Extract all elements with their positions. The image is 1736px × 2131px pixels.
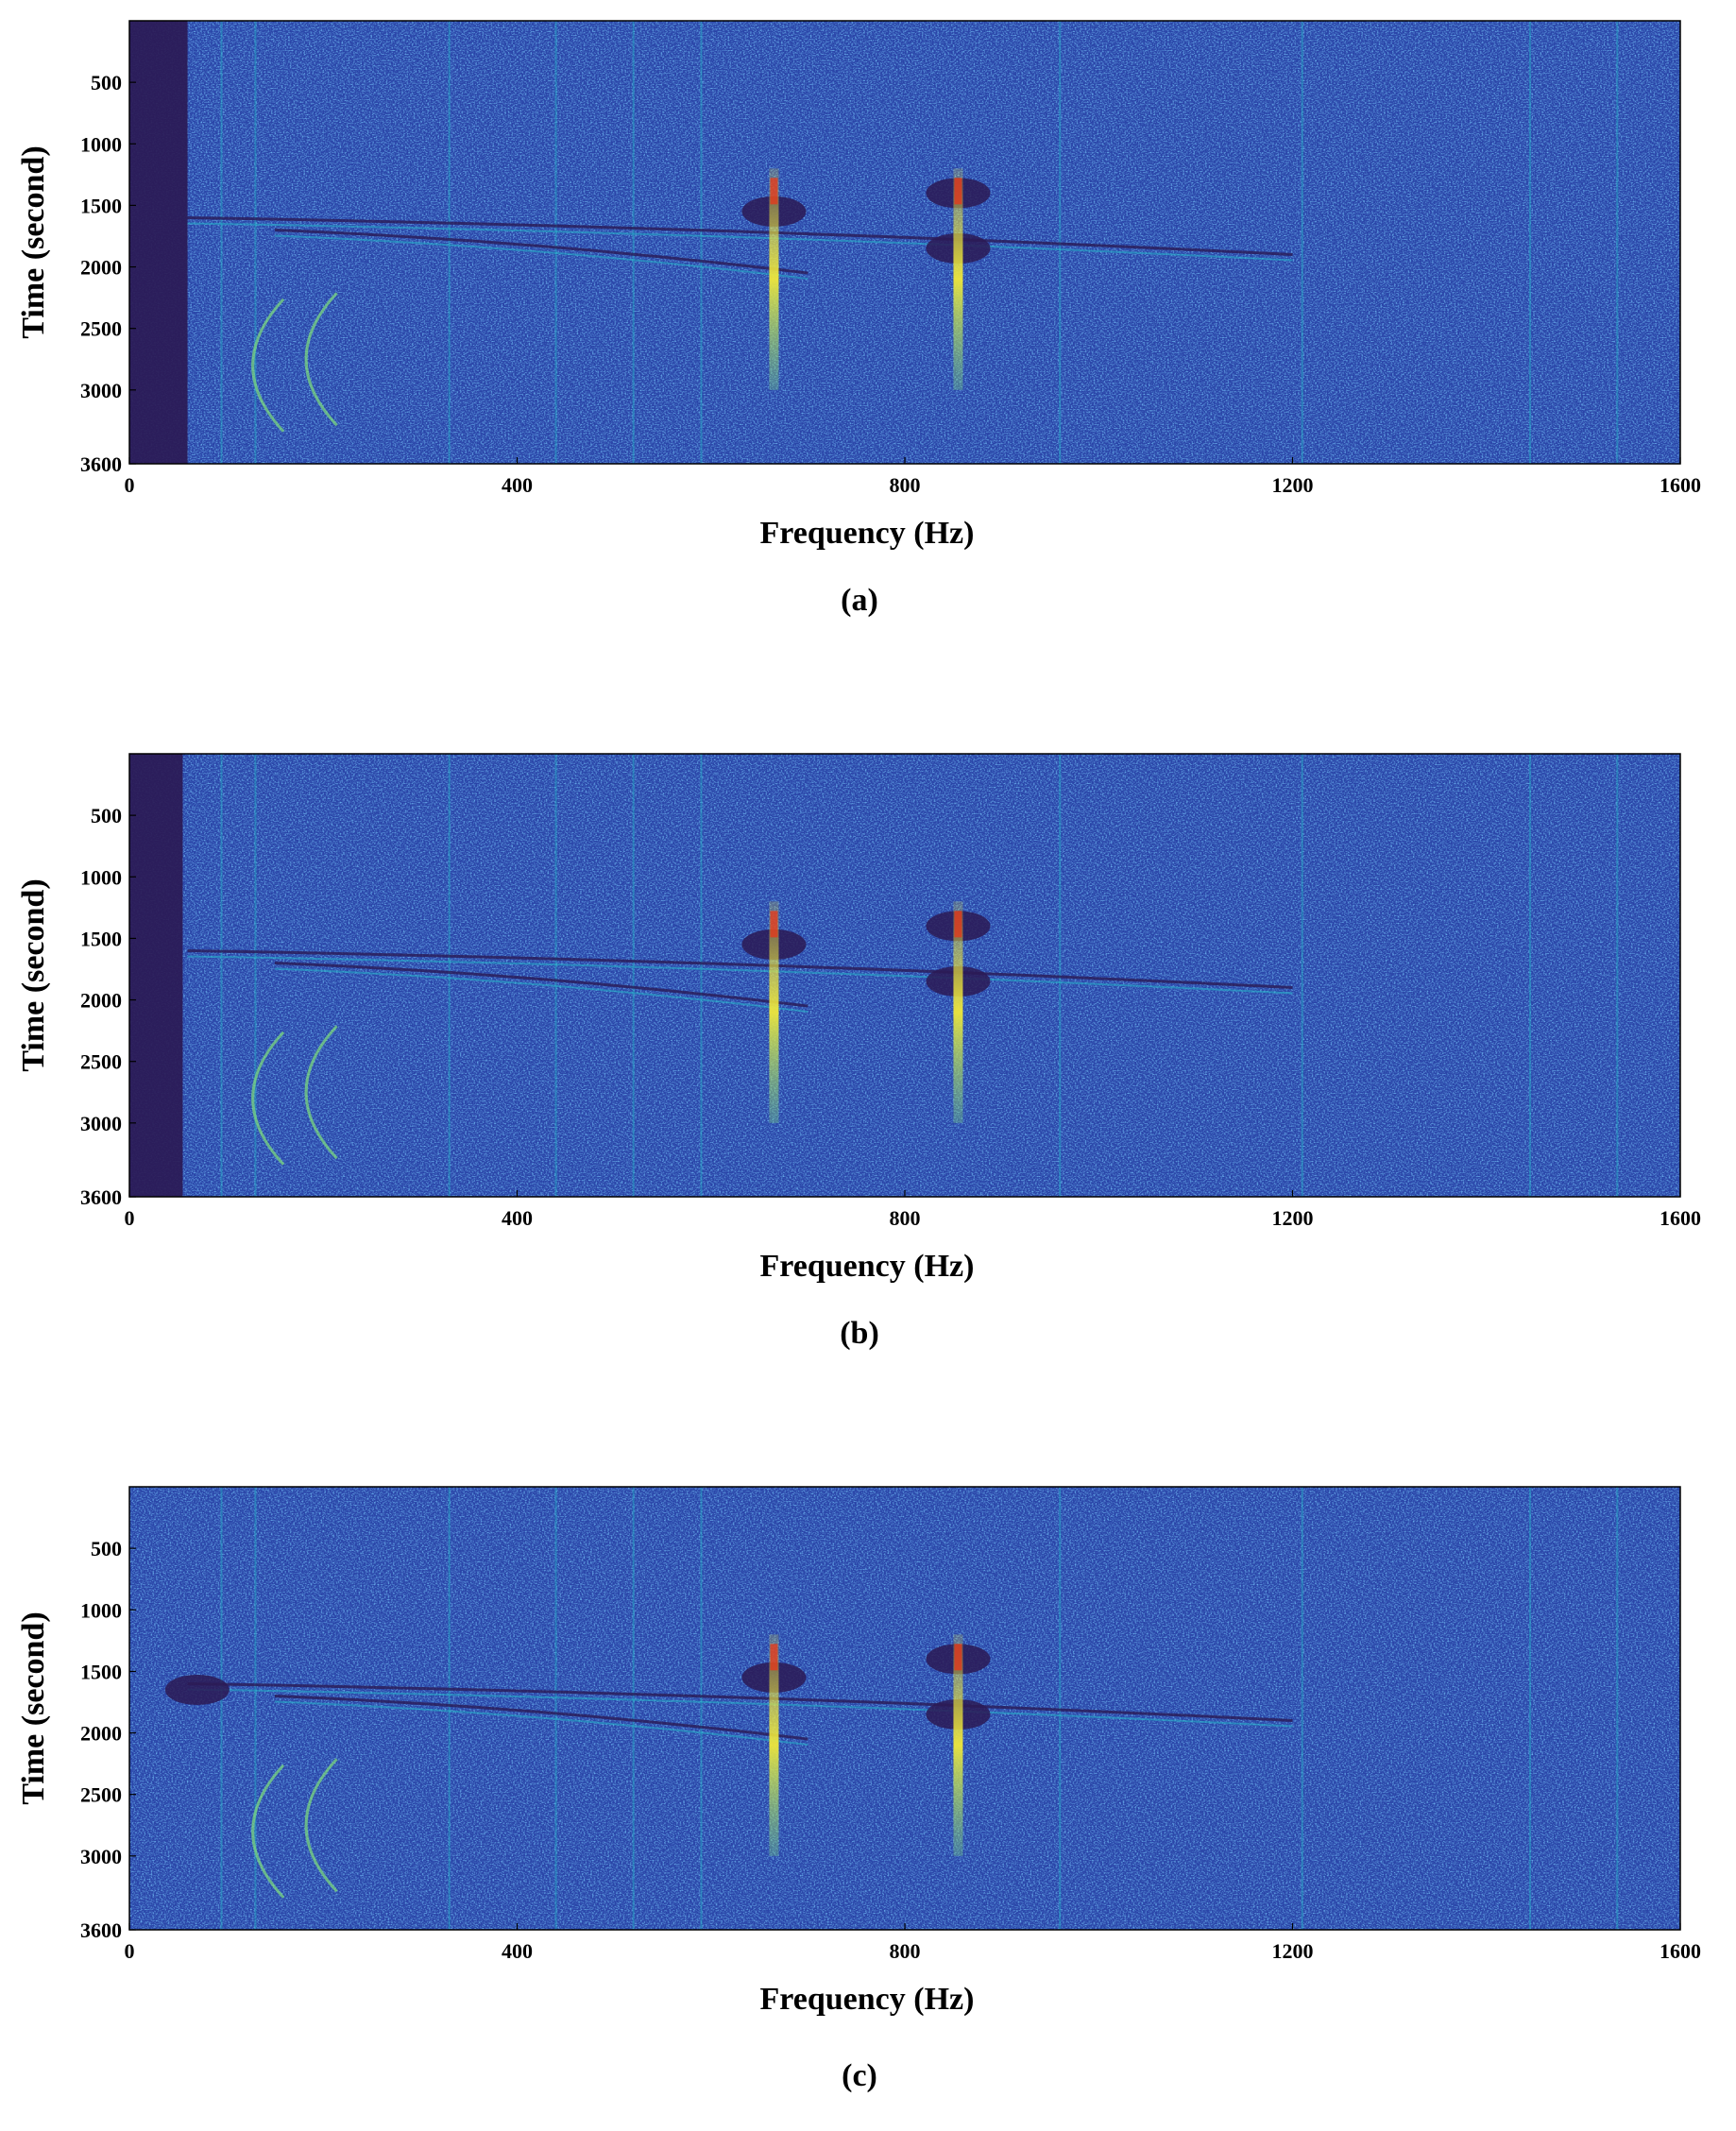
x-tick-label: 1600 <box>1659 1206 1701 1230</box>
x-tick-label: 0 <box>125 1206 135 1230</box>
x-axis-label: Frequency (Hz) <box>760 516 975 551</box>
y-tick-label: 500 <box>91 804 122 827</box>
arc-feature <box>251 298 285 433</box>
x-tick-label: 1200 <box>1272 1939 1314 1963</box>
y-axis-label: Time (second) <box>16 145 51 338</box>
y-tick-label: 2500 <box>80 1050 122 1074</box>
chirp-track-echo <box>274 967 808 1014</box>
y-tick-label: 500 <box>91 1537 122 1560</box>
spectrogram-chart-a: 0 400 800 1200 1600 500 1000 1500 2000 2500 3000 36… <box>16 20 1701 551</box>
y-tick-label: 3000 <box>80 1845 122 1868</box>
y-tick-label: 3600 <box>80 1185 122 1209</box>
strong-line <box>953 168 963 390</box>
y-tick-label: 2500 <box>80 1783 122 1807</box>
y-tick-label: 2000 <box>80 1722 122 1746</box>
spectrogram-panel-b: 0 400 800 1200 1600 500 1000 1500 2000 2500 3000 36… <box>0 733 1736 1394</box>
y-tick-label: 3000 <box>80 1112 122 1135</box>
chirp-track <box>274 1694 808 1741</box>
strong-line-peak <box>770 911 778 938</box>
spectrogram-chart-c: 0 400 800 1200 1600 500 1000 1500 2000 2500 3000 36… <box>16 1486 1701 2017</box>
y-tick-label: 1500 <box>80 194 122 217</box>
x-tick-label: 800 <box>890 1206 921 1230</box>
y-tick-label: 3000 <box>80 379 122 402</box>
strong-line-peak <box>954 911 962 938</box>
arc-feature <box>304 292 338 427</box>
x-tick-label: 0 <box>125 1939 135 1963</box>
low-frequency-band <box>129 21 188 464</box>
x-axis-label: Frequency (Hz) <box>760 1249 975 1284</box>
y-tick-label: 2000 <box>80 256 122 280</box>
y-tick-label: 2000 <box>80 989 122 1013</box>
low-frequency-band <box>129 754 183 1197</box>
y-axis-label: Time (second) <box>16 878 51 1071</box>
spectrogram-panel-c: 0 400 800 1200 1600 500 1000 1500 2000 2500 3000 36… <box>0 1466 1736 2131</box>
panel-caption-c: (c) <box>842 2058 877 2093</box>
x-tick-label: 800 <box>890 1939 921 1963</box>
arc-feature <box>251 1031 285 1166</box>
strong-line-peak <box>770 1644 778 1671</box>
y-tick-label: 500 <box>91 71 122 94</box>
chirp-track <box>187 948 1293 990</box>
chirp-track-echo <box>274 1700 808 1747</box>
panel-caption-a: (a) <box>841 583 878 618</box>
x-tick-label: 400 <box>502 1939 533 1963</box>
x-axis-label: Frequency (Hz) <box>760 1982 975 2017</box>
y-tick-label: 1000 <box>80 1598 122 1622</box>
chirp-track-echo <box>187 955 1293 995</box>
x-tick-label: 1200 <box>1272 1206 1314 1230</box>
strong-line <box>953 1634 963 1856</box>
chirp-track-echo <box>187 1688 1293 1728</box>
x-tick-label: 800 <box>890 473 921 497</box>
strong-line <box>769 901 779 1123</box>
strong-line-peak <box>770 178 778 205</box>
x-tick-label: 0 <box>125 473 135 497</box>
chirp-track-echo <box>274 234 808 281</box>
arc-feature <box>251 1764 285 1899</box>
y-tick-label: 1000 <box>80 865 122 889</box>
y-axis-label: Time (second) <box>16 1611 51 1804</box>
y-tick-label: 1500 <box>80 927 122 950</box>
strong-line <box>769 1634 779 1856</box>
y-tick-label: 1000 <box>80 132 122 156</box>
arc-feature <box>304 1025 338 1160</box>
arc-feature <box>304 1758 338 1893</box>
chirp-track-echo <box>187 222 1293 262</box>
strong-line <box>953 901 963 1123</box>
y-tick-label: 3600 <box>80 452 122 476</box>
spectrogram-image <box>129 754 1680 1197</box>
y-tick-label: 2500 <box>80 317 122 341</box>
x-tick-label: 1600 <box>1659 1939 1701 1963</box>
spectrogram-chart-b: 0 400 800 1200 1600 500 1000 1500 2000 2500 3000 36… <box>16 753 1701 1284</box>
chirp-track <box>274 228 808 275</box>
strong-line-peak <box>954 1644 962 1671</box>
y-tick-label: 1500 <box>80 1660 122 1683</box>
x-tick-label: 1200 <box>1272 473 1314 497</box>
x-tick-label: 400 <box>502 473 533 497</box>
chirp-track <box>274 961 808 1008</box>
x-tick-label: 1600 <box>1659 473 1701 497</box>
spectrogram-image <box>129 1487 1680 1930</box>
spectrogram-panel-a: 0 400 800 1200 1600 500 1000 1500 2000 2500 3000 36… <box>0 0 1736 661</box>
strong-line-peak <box>954 178 962 205</box>
dark-blob <box>164 1674 230 1705</box>
chirp-track <box>187 1681 1293 1723</box>
strong-line <box>769 168 779 390</box>
spectrogram-image <box>129 21 1680 464</box>
x-tick-label: 400 <box>502 1206 533 1230</box>
chirp-track <box>187 215 1293 257</box>
panel-caption-b: (b) <box>840 1316 879 1351</box>
y-tick-label: 3600 <box>80 1918 122 1942</box>
